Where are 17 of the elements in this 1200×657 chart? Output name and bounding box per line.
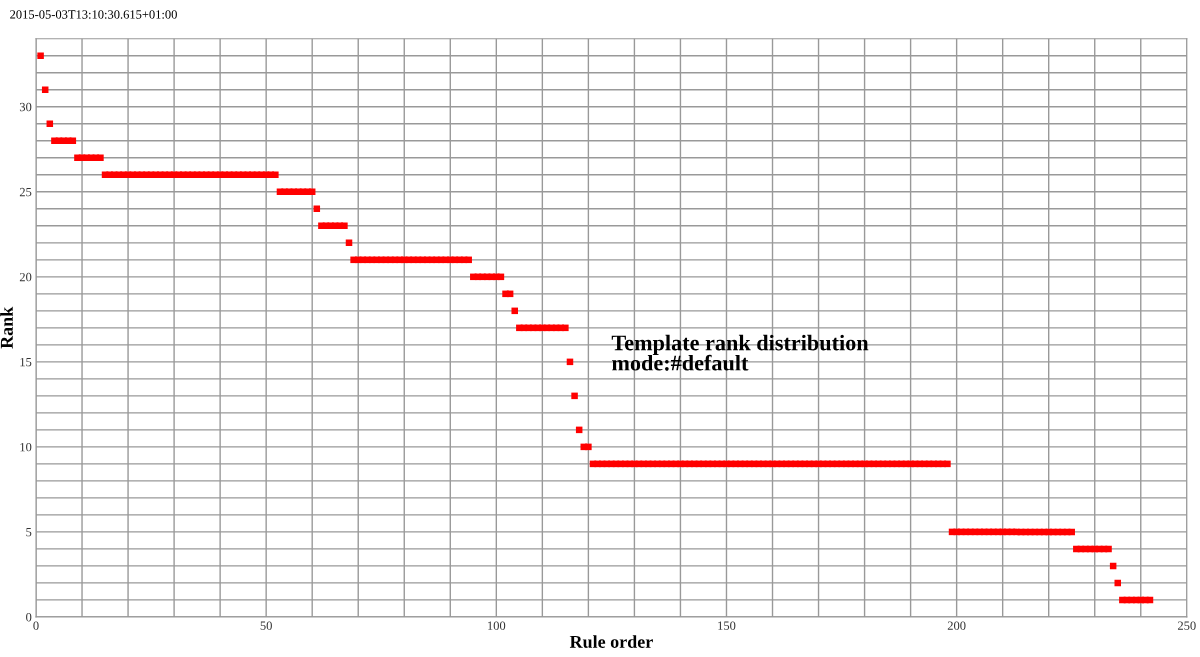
x-tick-label: 200: [947, 621, 966, 630]
x-tick-label: 50: [260, 621, 272, 630]
y-tick-label: 30: [19, 102, 32, 112]
text: 2015-05-03T13:10:30.615+01:00: [10, 10, 177, 19]
x-axis-title: Rule order: [569, 635, 653, 648]
y-tick-label: 15: [20, 357, 32, 367]
y-tick-label: 0: [26, 612, 32, 622]
y-tick-label: 10: [20, 442, 32, 452]
y-tick-label: 25: [19, 187, 32, 197]
x-tick-label: 0: [33, 621, 39, 630]
text: Template rank distribution mode:#default: [611, 334, 869, 371]
y-axis-title: Rank: [0, 306, 13, 349]
y-tick-label: 5: [26, 528, 32, 537]
x-tick-label: 100: [488, 621, 506, 630]
x-tick-label: 150: [718, 621, 736, 630]
y-tick-label: 20: [19, 272, 32, 282]
x-tick-label: 250: [1177, 621, 1196, 630]
